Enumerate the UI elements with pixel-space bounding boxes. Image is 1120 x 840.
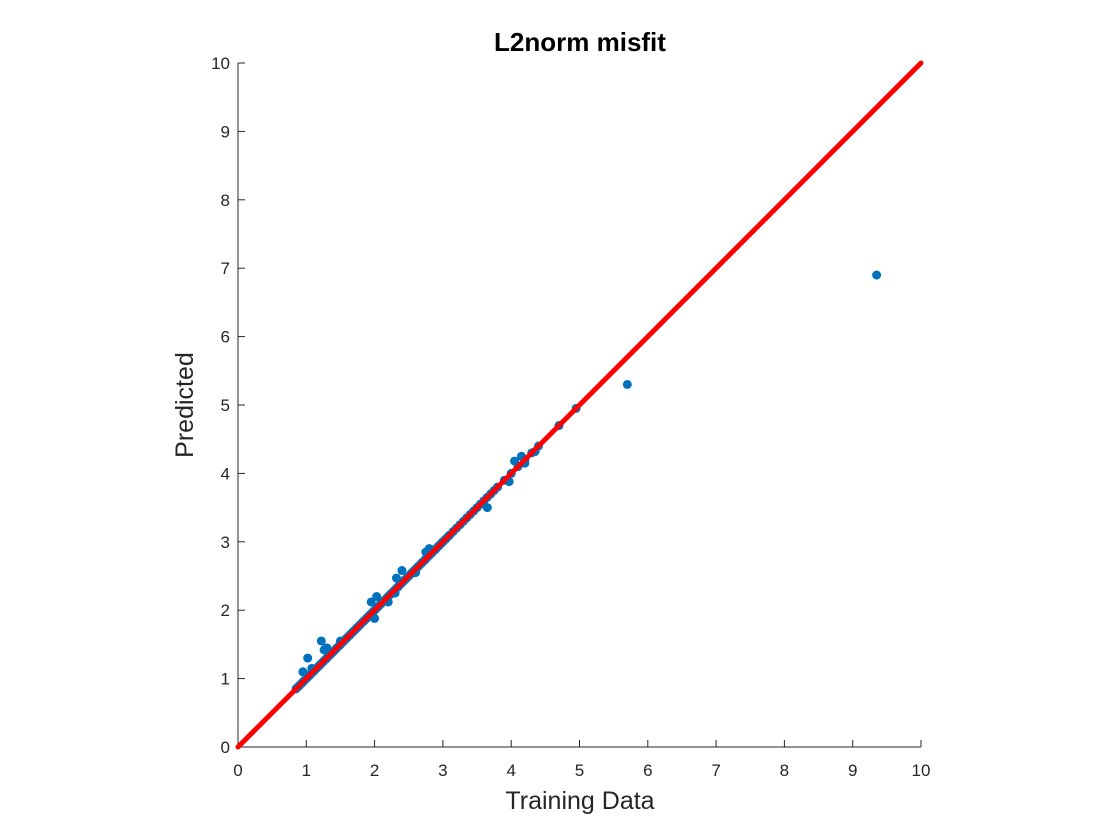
axes: 0 1 2 3 4 5 6 7 8 9 10 0 1 2 3 4 5 6 7 8 9 10 bbox=[211, 54, 930, 780]
data-point bbox=[872, 270, 882, 280]
y-tick-label: 9 bbox=[221, 122, 230, 141]
data-point bbox=[316, 636, 326, 646]
x-tick-label: 3 bbox=[438, 761, 447, 780]
x-tick-label: 4 bbox=[506, 761, 515, 780]
data-point bbox=[322, 643, 332, 653]
reference-line bbox=[235, 60, 924, 750]
x-tick-label: 8 bbox=[780, 761, 789, 780]
y-tick-label: 10 bbox=[211, 54, 230, 73]
y-tick-label: 5 bbox=[221, 396, 230, 415]
x-tick-label: 0 bbox=[233, 761, 242, 780]
data-point bbox=[370, 613, 380, 623]
data-point bbox=[366, 597, 376, 607]
x-tick-label: 6 bbox=[643, 761, 652, 780]
x-tick-label: 9 bbox=[848, 761, 857, 780]
y-tick-label: 7 bbox=[221, 259, 230, 278]
y-tick-label: 0 bbox=[221, 738, 230, 757]
y-tick-label: 6 bbox=[221, 328, 230, 347]
y-tick-label: 1 bbox=[221, 670, 230, 689]
data-point bbox=[510, 456, 520, 466]
reference-line-group bbox=[235, 60, 924, 750]
data-point bbox=[482, 503, 492, 513]
y-axis-label: Predicted bbox=[171, 352, 199, 458]
chart-title: L2norm misfit bbox=[494, 27, 666, 57]
x-tick-label: 5 bbox=[575, 761, 584, 780]
x-tick-label: 7 bbox=[711, 761, 720, 780]
data-point bbox=[391, 573, 401, 583]
data-point bbox=[298, 667, 308, 677]
x-tick-label: 2 bbox=[370, 761, 379, 780]
x-tick-label: 10 bbox=[912, 761, 931, 780]
y-tick-label: 2 bbox=[221, 601, 230, 620]
x-axis-label: Training Data bbox=[505, 787, 654, 815]
data-markers bbox=[291, 270, 882, 694]
data-point bbox=[622, 379, 632, 389]
data-point bbox=[397, 566, 407, 576]
x-tick-label: 1 bbox=[302, 761, 311, 780]
y-tick-label: 3 bbox=[221, 533, 230, 552]
data-point bbox=[303, 653, 313, 663]
y-tick-label: 8 bbox=[221, 191, 230, 210]
y-tick-label: 4 bbox=[221, 464, 230, 483]
